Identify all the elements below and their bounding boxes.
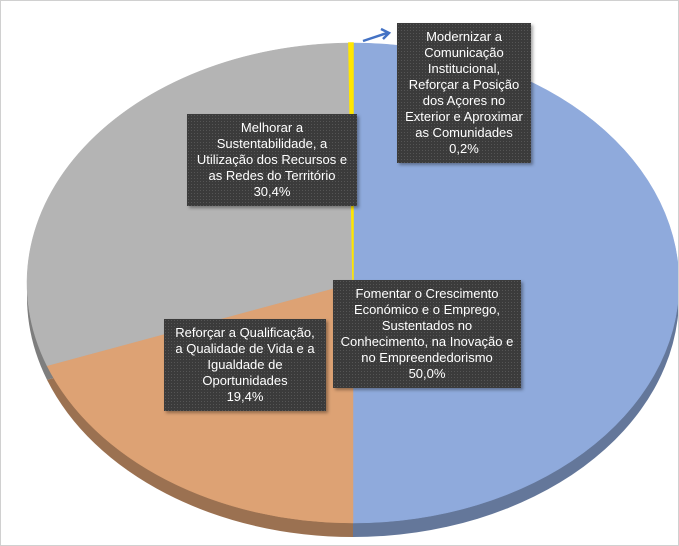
category-label: Fomentar o Crescimento Económico e o Emp…: [340, 286, 514, 365]
category-label: Modernizar a Comunicação Institucional, …: [405, 29, 523, 140]
category-label: Melhorar a Sustentabilidade, a Utilizaçã…: [196, 120, 348, 183]
arrow: [362, 27, 392, 43]
category-label: Reforçar a Qualificação, a Qualidade de …: [175, 325, 315, 388]
label-box: Reforçar a Qualificação, a Qualidade de …: [164, 319, 326, 411]
value-label: 0,2%: [449, 141, 479, 156]
slice: [348, 42, 354, 284]
value-label: 19,4%: [226, 389, 264, 404]
value-label: 30,4%: [253, 184, 291, 199]
label-box: Modernizar a Comunicação Institucional, …: [397, 23, 531, 163]
value-label: 50,0%: [408, 366, 446, 381]
label-box: Fomentar o Crescimento Económico e o Emp…: [333, 280, 521, 388]
label-box: Melhorar a Sustentabilidade, a Utilizaçã…: [187, 114, 357, 206]
